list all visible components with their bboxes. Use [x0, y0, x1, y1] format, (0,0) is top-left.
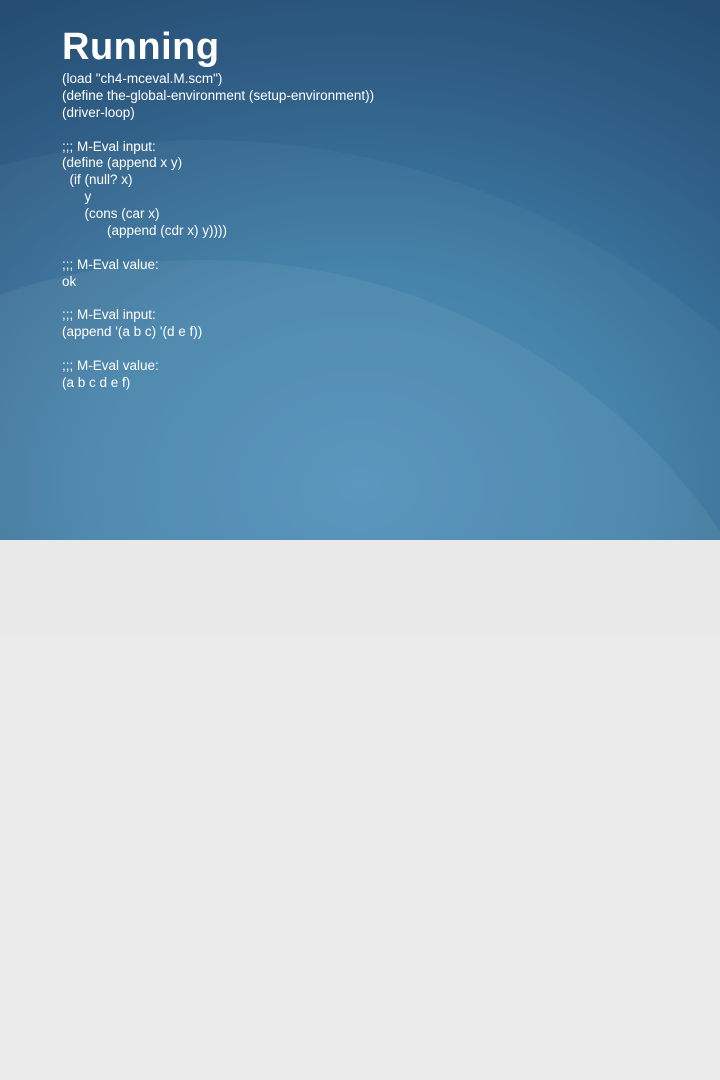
- slide-background: Running (load "ch4-mceval.M.scm") (defin…: [0, 0, 720, 540]
- slide-content: Running (load "ch4-mceval.M.scm") (defin…: [62, 26, 680, 392]
- slide-title: Running: [62, 26, 680, 69]
- code-block: (load "ch4-mceval.M.scm") (define the-gl…: [62, 71, 680, 392]
